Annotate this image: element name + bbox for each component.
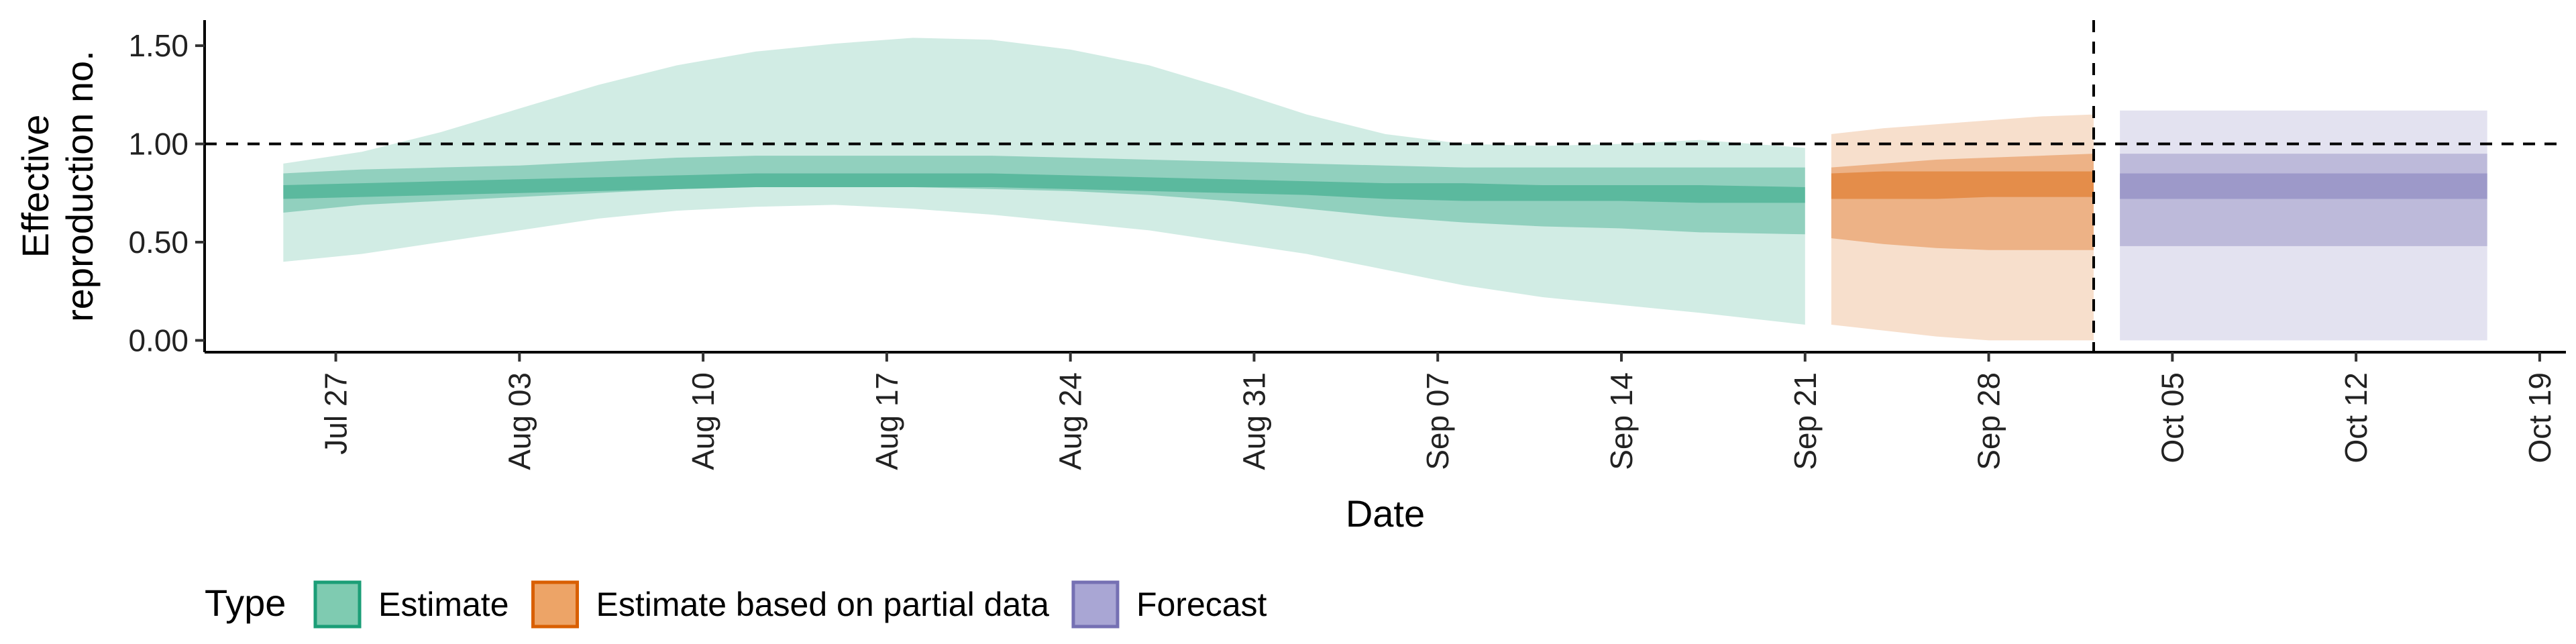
y-tick-label: 0.00 bbox=[128, 323, 189, 358]
band-50-series-0 bbox=[283, 156, 1805, 235]
band-20-series-1 bbox=[1831, 171, 2094, 199]
band-90-series-1 bbox=[1831, 114, 2094, 341]
x-tick-label: Oct 05 bbox=[2155, 372, 2190, 464]
x-tick-label: Aug 10 bbox=[686, 372, 720, 470]
band-50-series-2 bbox=[2120, 154, 2487, 246]
x-axis-title: Date bbox=[1346, 492, 1425, 535]
y-tick-label: 1.00 bbox=[128, 127, 189, 162]
x-tick-label: Oct 12 bbox=[2339, 372, 2373, 464]
legend-key-0 bbox=[313, 580, 362, 629]
x-tick-label: Sep 14 bbox=[1604, 372, 1639, 470]
legend-label-1: Estimate based on partial data bbox=[596, 586, 1050, 623]
legend-title: Type bbox=[205, 582, 286, 624]
x-tick-label: Sep 28 bbox=[1972, 372, 2006, 470]
band-50-series-1 bbox=[1831, 154, 2094, 250]
y-axis-title-line-2: reproduction no. bbox=[58, 50, 101, 322]
x-tick-label: Sep 21 bbox=[1788, 372, 1823, 470]
legend-label-0: Estimate bbox=[378, 586, 509, 623]
band-20-series-2 bbox=[2120, 173, 2487, 199]
band-20-series-0 bbox=[283, 173, 1805, 203]
axes: 0.00 0.50 1.00 1.50 Jul 27 Aug 03 Aug 10 Aug 17… bbox=[128, 20, 2566, 470]
x-tick-label: Oct 19 bbox=[2522, 372, 2557, 464]
legend: Type Estimate Estimate based on partial d… bbox=[205, 580, 1267, 629]
band-90-series-2 bbox=[2120, 110, 2487, 341]
x-tick-label: Sep 07 bbox=[1420, 372, 1455, 470]
band-90-series-0 bbox=[283, 38, 1805, 325]
x-tick-label: Jul 27 bbox=[319, 372, 354, 455]
ribbon-layer bbox=[283, 38, 2487, 341]
x-tick-label: Aug 17 bbox=[869, 372, 904, 470]
y-tick-label: 1.50 bbox=[128, 28, 189, 63]
x-tick-label: Aug 24 bbox=[1053, 372, 1088, 470]
y-axis-title-line-1: Effective bbox=[14, 115, 56, 258]
x-tick-label: Aug 31 bbox=[1236, 372, 1271, 470]
legend-key-2 bbox=[1071, 580, 1120, 629]
x-tick-label: Aug 03 bbox=[502, 372, 537, 470]
y-tick-label: 0.50 bbox=[128, 225, 189, 260]
legend-label-2: Forecast bbox=[1136, 586, 1267, 623]
reference-lines bbox=[205, 20, 2566, 352]
legend-key-1 bbox=[531, 580, 580, 629]
